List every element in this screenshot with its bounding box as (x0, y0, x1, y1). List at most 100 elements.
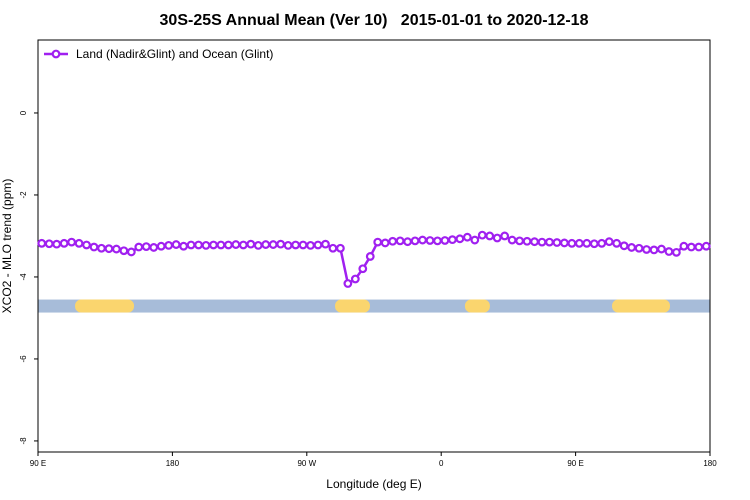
data-point (664, 247, 674, 256)
data-point (657, 244, 666, 254)
data-point (485, 231, 495, 241)
data-point (253, 240, 263, 250)
data-point (291, 240, 301, 250)
data-point (425, 236, 435, 245)
data-point (149, 243, 159, 252)
data-point (619, 241, 629, 251)
data-point (223, 240, 233, 250)
ocean-band (38, 299, 710, 313)
data-point (507, 235, 517, 245)
data-point (672, 247, 681, 257)
data-point (209, 240, 218, 250)
data-point (552, 238, 562, 247)
data-point (141, 242, 151, 252)
data-point (403, 237, 413, 247)
data-point (164, 240, 174, 250)
data-point (515, 236, 524, 246)
data-point (67, 237, 76, 247)
data-point (216, 240, 226, 250)
data-point (373, 237, 383, 247)
x-axis-label: Longitude (deg E) (326, 477, 421, 491)
data-point (634, 243, 644, 253)
data-point (365, 252, 375, 261)
data-point (246, 239, 256, 249)
data-point (433, 236, 442, 246)
data-point (582, 238, 592, 248)
data-point (134, 242, 144, 252)
land-band (464, 299, 490, 313)
data-point (298, 240, 308, 250)
data-point (410, 236, 420, 246)
land-band (335, 299, 370, 313)
data-point (179, 241, 189, 251)
data-point (156, 241, 166, 251)
data-point (380, 238, 390, 248)
data-point (119, 246, 129, 256)
data-point (97, 243, 106, 253)
data-point (440, 236, 450, 245)
data-point (336, 243, 345, 253)
data-point (194, 240, 203, 250)
data-point (74, 238, 84, 248)
data-point (470, 235, 480, 245)
data-point (537, 237, 547, 247)
land-band (75, 299, 135, 313)
data-point (328, 243, 338, 253)
y-tick-label: -6 (19, 355, 28, 363)
y-axis-label: XCO2 - MLO trend (ppm) (0, 179, 14, 314)
data-point (358, 264, 368, 274)
x-tick-label: 90 E (30, 459, 46, 468)
x-tick-label: 90 E (567, 459, 583, 468)
data-point (261, 240, 271, 249)
data-point (89, 242, 99, 252)
data-point (343, 279, 353, 288)
x-tick-label: 180 (703, 459, 717, 468)
data-point (530, 237, 539, 247)
data-point (522, 236, 532, 246)
data-point (574, 238, 584, 248)
data-point (313, 240, 323, 250)
data-point (276, 239, 286, 249)
data-point (679, 241, 689, 251)
y-tick-label: -4 (19, 273, 28, 281)
data-point (492, 233, 502, 243)
data-point (44, 239, 54, 249)
data-point (642, 245, 651, 254)
data-point (612, 238, 622, 248)
data-point (82, 240, 91, 250)
data-point (283, 240, 293, 250)
data-point (231, 240, 241, 249)
data-point (455, 234, 465, 244)
data-point (268, 240, 278, 249)
data-point (701, 241, 711, 251)
data-point (37, 238, 47, 248)
data-point (500, 231, 510, 241)
data-point (477, 230, 487, 240)
data-point (59, 238, 69, 248)
chart-title: 30S-25S Annual Mean (Ver 10) 2015-01-01 … (160, 12, 589, 29)
data-point (649, 245, 659, 255)
data-point (395, 236, 405, 246)
data-point (604, 237, 614, 247)
data-point (589, 239, 599, 249)
x-tick-label: 90 W (297, 459, 316, 468)
data-point (126, 247, 136, 257)
data-point (597, 238, 607, 248)
x-tick-label: 180 (166, 459, 180, 468)
legend-marker (51, 49, 61, 59)
data-point (52, 239, 62, 249)
data-point (694, 242, 704, 252)
x-tick-label: 0 (439, 459, 444, 468)
data-point (186, 240, 196, 250)
data-point (545, 237, 554, 247)
data-point (104, 244, 114, 254)
data-point (111, 244, 121, 254)
data-point (448, 235, 457, 245)
data-point (201, 240, 211, 250)
land-band (612, 299, 670, 313)
data-point (462, 232, 472, 242)
y-tick-label: 0 (19, 110, 28, 115)
data-point (388, 236, 398, 246)
data-point (686, 242, 696, 252)
